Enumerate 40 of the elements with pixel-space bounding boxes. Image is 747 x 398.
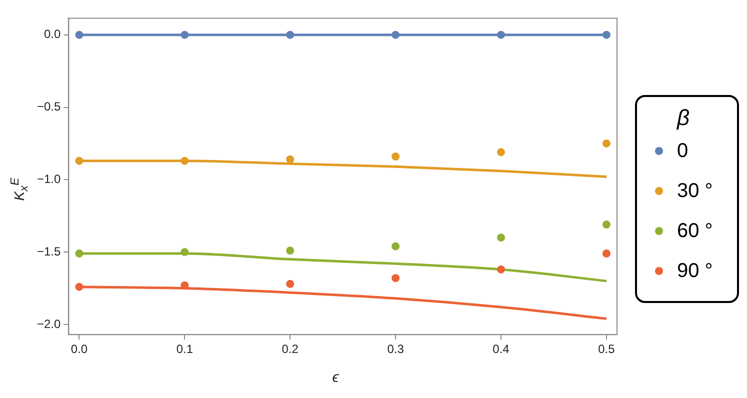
point [180,248,189,256]
point [497,148,506,156]
point [286,280,294,288]
y-tick-label: −0.5 [36,100,61,114]
point [392,242,400,250]
legend-title: β [677,105,691,131]
y-tick-label: −2.0 [36,316,61,331]
point [602,30,610,39]
point [602,220,610,229]
legend-label: 90 ° [677,260,713,282]
point [602,139,610,148]
y-tick-label: −1.0 [36,172,61,186]
point [392,274,400,282]
y-tick-label: 0.0 [44,27,62,42]
point [286,246,294,255]
point [392,30,400,39]
point [75,250,84,258]
x-axis-title: ϵ [331,369,340,386]
y-tick-label: −1.5 [36,244,61,258]
point [286,30,294,39]
legend-label: 30 ° [677,180,713,202]
point [602,250,610,258]
point [497,234,506,242]
x-tick-label: 0.0 [70,342,88,356]
point [392,152,400,160]
x-tick-label: 0.1 [176,342,194,356]
legend-label: 0 [677,140,688,162]
point [497,265,506,274]
x-tick-label: 0.3 [387,342,404,356]
point [75,30,84,39]
legend-label: 60 ° [677,220,713,242]
point [180,156,189,165]
point [286,155,294,164]
point [75,156,84,165]
x-tick-label: 0.2 [282,342,299,356]
x-tick-label: 0.5 [598,342,616,356]
point [180,30,189,39]
x-tick-label: 0.4 [492,342,510,356]
point [75,282,84,291]
point [497,30,506,39]
